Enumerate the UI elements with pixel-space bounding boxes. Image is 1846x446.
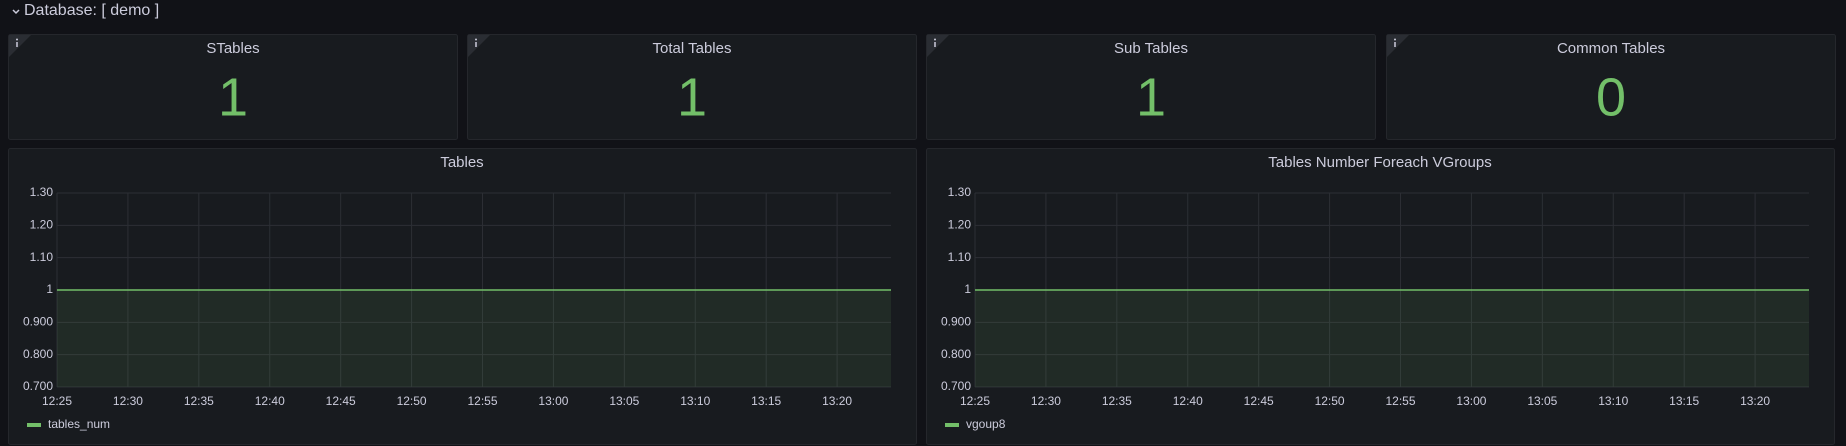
x-tick-label: 13:20	[1740, 394, 1770, 408]
info-icon-dot	[1394, 38, 1396, 41]
x-tick-label: 12:40	[1173, 394, 1203, 408]
x-tick-label: 12:35	[1102, 394, 1132, 408]
stat-panel	[1386, 34, 1836, 140]
y-tick-label: 0.800	[23, 347, 53, 361]
y-tick-label: 0.700	[23, 379, 53, 393]
stat-value: 1	[218, 67, 248, 127]
x-tick-label: 12:40	[255, 394, 285, 408]
info-corner	[1387, 35, 1409, 57]
info-icon-dot	[934, 38, 936, 41]
legend-label[interactable]: tables_num	[48, 417, 110, 431]
row-chevron[interactable]	[12, 9, 20, 15]
x-tick-label: 12:50	[1315, 394, 1345, 408]
x-tick-label: 12:35	[184, 394, 214, 408]
chart-panel	[926, 148, 1835, 445]
x-tick-label: 12:45	[326, 394, 356, 408]
y-tick-label: 1.10	[948, 250, 972, 264]
y-tick-label: 0.700	[941, 379, 971, 393]
info-corner	[9, 35, 31, 57]
info-icon-dot	[475, 38, 477, 41]
chart-title: Tables	[440, 154, 483, 171]
x-tick-label: 13:15	[751, 394, 781, 408]
stat-panel	[926, 34, 1376, 140]
x-tick-label: 13:10	[680, 394, 710, 408]
stat-value: 1	[1136, 67, 1166, 127]
stat-title: Sub Tables	[1114, 40, 1188, 57]
y-tick-label: 1.30	[948, 185, 972, 199]
stat-panel	[467, 34, 917, 140]
x-tick-label: 13:05	[1527, 394, 1557, 408]
x-tick-label: 13:00	[538, 394, 568, 408]
y-tick-label: 1	[46, 282, 53, 296]
y-tick-label: 0.900	[23, 315, 53, 329]
y-tick-label: 1.30	[30, 185, 54, 199]
stat-title: STables	[206, 40, 259, 57]
x-tick-label: 12:30	[113, 394, 143, 408]
info-icon-dot	[16, 38, 18, 41]
x-tick-label: 12:25	[960, 394, 990, 408]
y-tick-label: 0.900	[941, 315, 971, 329]
y-tick-label: 1.20	[948, 218, 972, 232]
x-tick-label: 12:55	[467, 394, 497, 408]
y-tick-label: 0.800	[941, 347, 971, 361]
x-tick-label: 13:10	[1598, 394, 1628, 408]
legend-label[interactable]: vgoup8	[966, 417, 1006, 431]
chart-title: Tables Number Foreach VGroups	[1268, 154, 1491, 171]
x-tick-label: 12:55	[1385, 394, 1415, 408]
stat-title: Total Tables	[653, 40, 732, 57]
area	[57, 290, 891, 387]
x-tick-label: 13:05	[609, 394, 639, 408]
y-tick-label: 1.10	[30, 250, 54, 264]
x-tick-label: 12:50	[397, 394, 427, 408]
x-tick-label: 13:15	[1669, 394, 1699, 408]
chart-panel	[8, 148, 917, 445]
info-corner	[468, 35, 490, 57]
y-tick-label: 1	[964, 282, 971, 296]
x-tick-label: 12:45	[1244, 394, 1274, 408]
x-tick-label: 12:30	[1031, 394, 1061, 408]
row-title[interactable]: Database: [ demo ]	[24, 2, 159, 19]
x-tick-label: 13:00	[1456, 394, 1486, 408]
area	[975, 290, 1809, 387]
info-corner	[927, 35, 949, 57]
x-tick-label: 13:20	[822, 394, 852, 408]
stat-value: 1	[677, 67, 707, 127]
stat-title: Common Tables	[1557, 40, 1665, 57]
x-tick-label: 12:25	[42, 394, 72, 408]
stat-value: 0	[1596, 67, 1626, 127]
y-tick-label: 1.20	[30, 218, 54, 232]
stat-panel	[8, 34, 458, 140]
